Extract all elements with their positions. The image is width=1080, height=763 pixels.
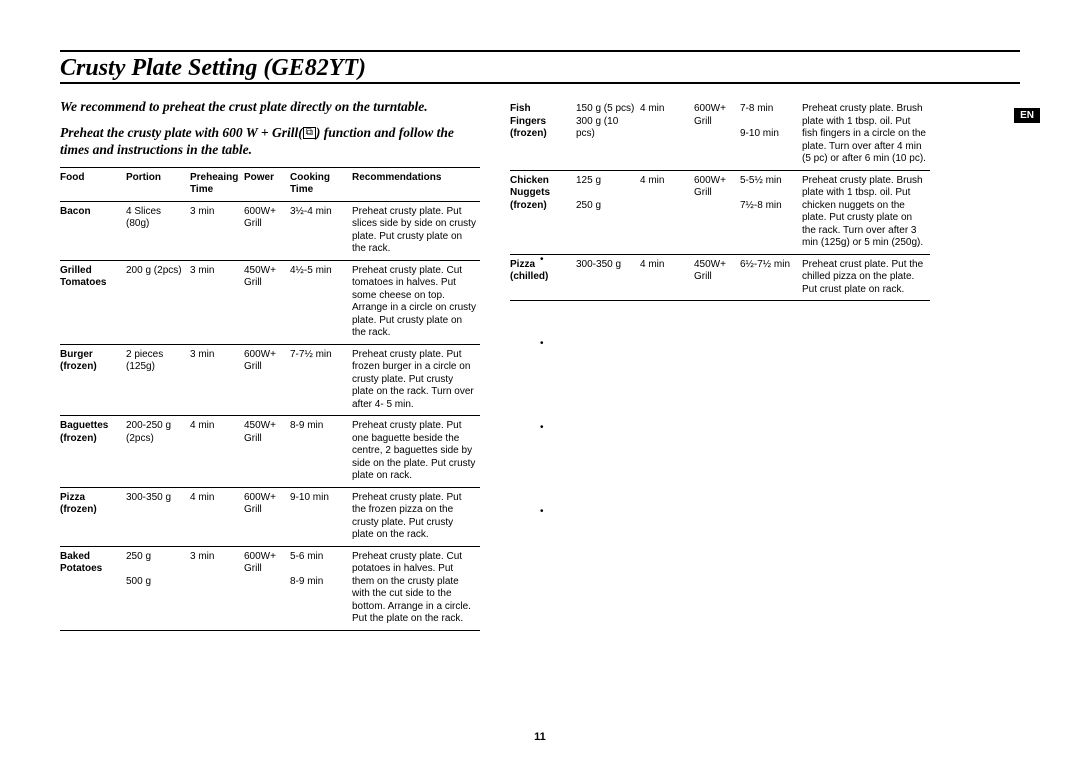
cell-preheat: 4 min (640, 99, 694, 171)
cell-power: 600W+Grill (244, 201, 290, 260)
cell-preheat: 4 min (190, 487, 244, 546)
cell-food: GrilledTomatoes (60, 260, 126, 344)
intro-line-1: We recommend to preheat the crust plate … (60, 98, 480, 116)
cell-power: 600W+Grill (244, 344, 290, 416)
page-number: 11 (0, 731, 1080, 743)
cell-portion: 4 Slices (80g) (126, 201, 190, 260)
cell-rec: Preheat crusty plate. Put frozen burger … (352, 344, 480, 416)
th-preheat: Preheaing Time (190, 167, 244, 201)
cell-preheat: 4 min (190, 416, 244, 488)
cell-portion: 300-350 g (576, 254, 640, 301)
th-portion: Portion (126, 167, 190, 201)
table-row: Burger(frozen)2 pieces (125g)3 min600W+G… (60, 344, 480, 416)
table-row: BakedPotatoes250 g500 g3 min600W+Grill5-… (60, 546, 480, 630)
cell-rec: Preheat crusty plate. Put slices side by… (352, 201, 480, 260)
table-row: Pizza(chilled)300-350 g4 min450W+Grill6½… (510, 254, 930, 301)
cell-food: Bacon (60, 201, 126, 260)
intro-line-2a: Preheat the crusty plate with 600 W + Gr… (60, 125, 303, 140)
cell-rec: Preheat crusty plate. Cut potatoes in ha… (352, 546, 480, 630)
cell-rec: Preheat crust plate. Put the chilled piz… (802, 254, 930, 301)
table-row: Pizza(frozen)300-350 g4 min600W+Grill9-1… (60, 487, 480, 546)
cell-portion: 2 pieces (125g) (126, 344, 190, 416)
th-cook-b: Time (290, 184, 313, 195)
cell-portion: 300-350 g (126, 487, 190, 546)
cell-preheat: 4 min (640, 254, 694, 301)
cell-food: Burger(frozen) (60, 344, 126, 416)
cell-cook: 7-7½ min (290, 344, 352, 416)
left-column: We recommend to preheat the crust plate … (60, 98, 480, 631)
table-row: FishFingers(frozen)150 g (5 pcs)300 g (1… (510, 99, 930, 171)
cell-rec: Preheat crusty plate. Put the frozen piz… (352, 487, 480, 546)
intro-line-2: Preheat the crusty plate with 600 W + Gr… (60, 124, 480, 159)
th-food: Food (60, 167, 126, 201)
cell-power: 600W+Grill (694, 170, 740, 254)
cell-preheat: 3 min (190, 344, 244, 416)
cell-preheat: 3 min (190, 546, 244, 630)
th-rec: Recommendations (352, 167, 480, 201)
th-preheat-b: Time (190, 184, 213, 195)
cell-power: 600W+Grill (244, 487, 290, 546)
cell-power: 600W+Grill (244, 546, 290, 630)
title-row: Crusty Plate Setting (GE82YT) (60, 56, 1020, 84)
top-rule (60, 50, 1020, 52)
page-title: Crusty Plate Setting (GE82YT) (60, 56, 366, 80)
th-preheat-a: Preheaing (190, 172, 238, 183)
cell-cook: 8-9 min (290, 416, 352, 488)
cell-cook: 9-10 min (290, 487, 352, 546)
th-cook-a: Cooking (290, 172, 330, 183)
grill-icon: ⧉ (303, 127, 316, 139)
cell-portion: 125 g250 g (576, 170, 640, 254)
binder-dots: •••• (540, 218, 544, 554)
cell-cook: 7-8 min9-10 min (740, 99, 802, 171)
cell-cook: 3½-4 min (290, 201, 352, 260)
cell-preheat: 4 min (640, 170, 694, 254)
manual-page: Crusty Plate Setting (GE82YT) EN We reco… (0, 0, 1080, 763)
cell-cook: 5-5½ min7½-8 min (740, 170, 802, 254)
cell-rec: Preheat crusty plate. Brush plate with 1… (802, 170, 930, 254)
cell-portion: 250 g500 g (126, 546, 190, 630)
cell-portion: 200 g (2pcs) (126, 260, 190, 344)
cell-cook: 4½-5 min (290, 260, 352, 344)
cell-rec: Preheat crusty plate. Put one baguette b… (352, 416, 480, 488)
food-table-right: FishFingers(frozen)150 g (5 pcs)300 g (1… (510, 98, 930, 301)
cell-food: BakedPotatoes (60, 546, 126, 630)
cell-power: 450W+Grill (244, 416, 290, 488)
cell-preheat: 3 min (190, 260, 244, 344)
cell-rec: Preheat crusty plate. Brush plate with 1… (802, 99, 930, 171)
cell-portion: 200-250 g (2pcs) (126, 416, 190, 488)
cell-rec: Preheat crusty plate. Cut tomatoes in ha… (352, 260, 480, 344)
cell-food: FishFingers(frozen) (510, 99, 576, 171)
table-row: ChickenNuggets(frozen)125 g250 g4 min600… (510, 170, 930, 254)
language-badge: EN (1014, 108, 1040, 123)
cell-portion: 150 g (5 pcs)300 g (10 pcs) (576, 99, 640, 171)
table-row: GrilledTomatoes200 g (2pcs)3 min450W+Gri… (60, 260, 480, 344)
cell-food: Baguettes(frozen) (60, 416, 126, 488)
table-row: Bacon4 Slices (80g)3 min600W+Grill3½-4 m… (60, 201, 480, 260)
right-column: FishFingers(frozen)150 g (5 pcs)300 g (1… (510, 98, 930, 631)
th-power: Power (244, 167, 290, 201)
cell-power: 600W+Grill (694, 99, 740, 171)
th-cook: Cooking Time (290, 167, 352, 201)
cell-power: 450W+Grill (694, 254, 740, 301)
cell-preheat: 3 min (190, 201, 244, 260)
cell-food: Pizza(frozen) (60, 487, 126, 546)
cell-cook: 6½-7½ min (740, 254, 802, 301)
cell-cook: 5-6 min8-9 min (290, 546, 352, 630)
cell-power: 450W+Grill (244, 260, 290, 344)
table-row: Baguettes(frozen)200-250 g (2pcs)4 min45… (60, 416, 480, 488)
food-table-left: Food Portion Preheaing Time Power Cookin… (60, 167, 480, 631)
